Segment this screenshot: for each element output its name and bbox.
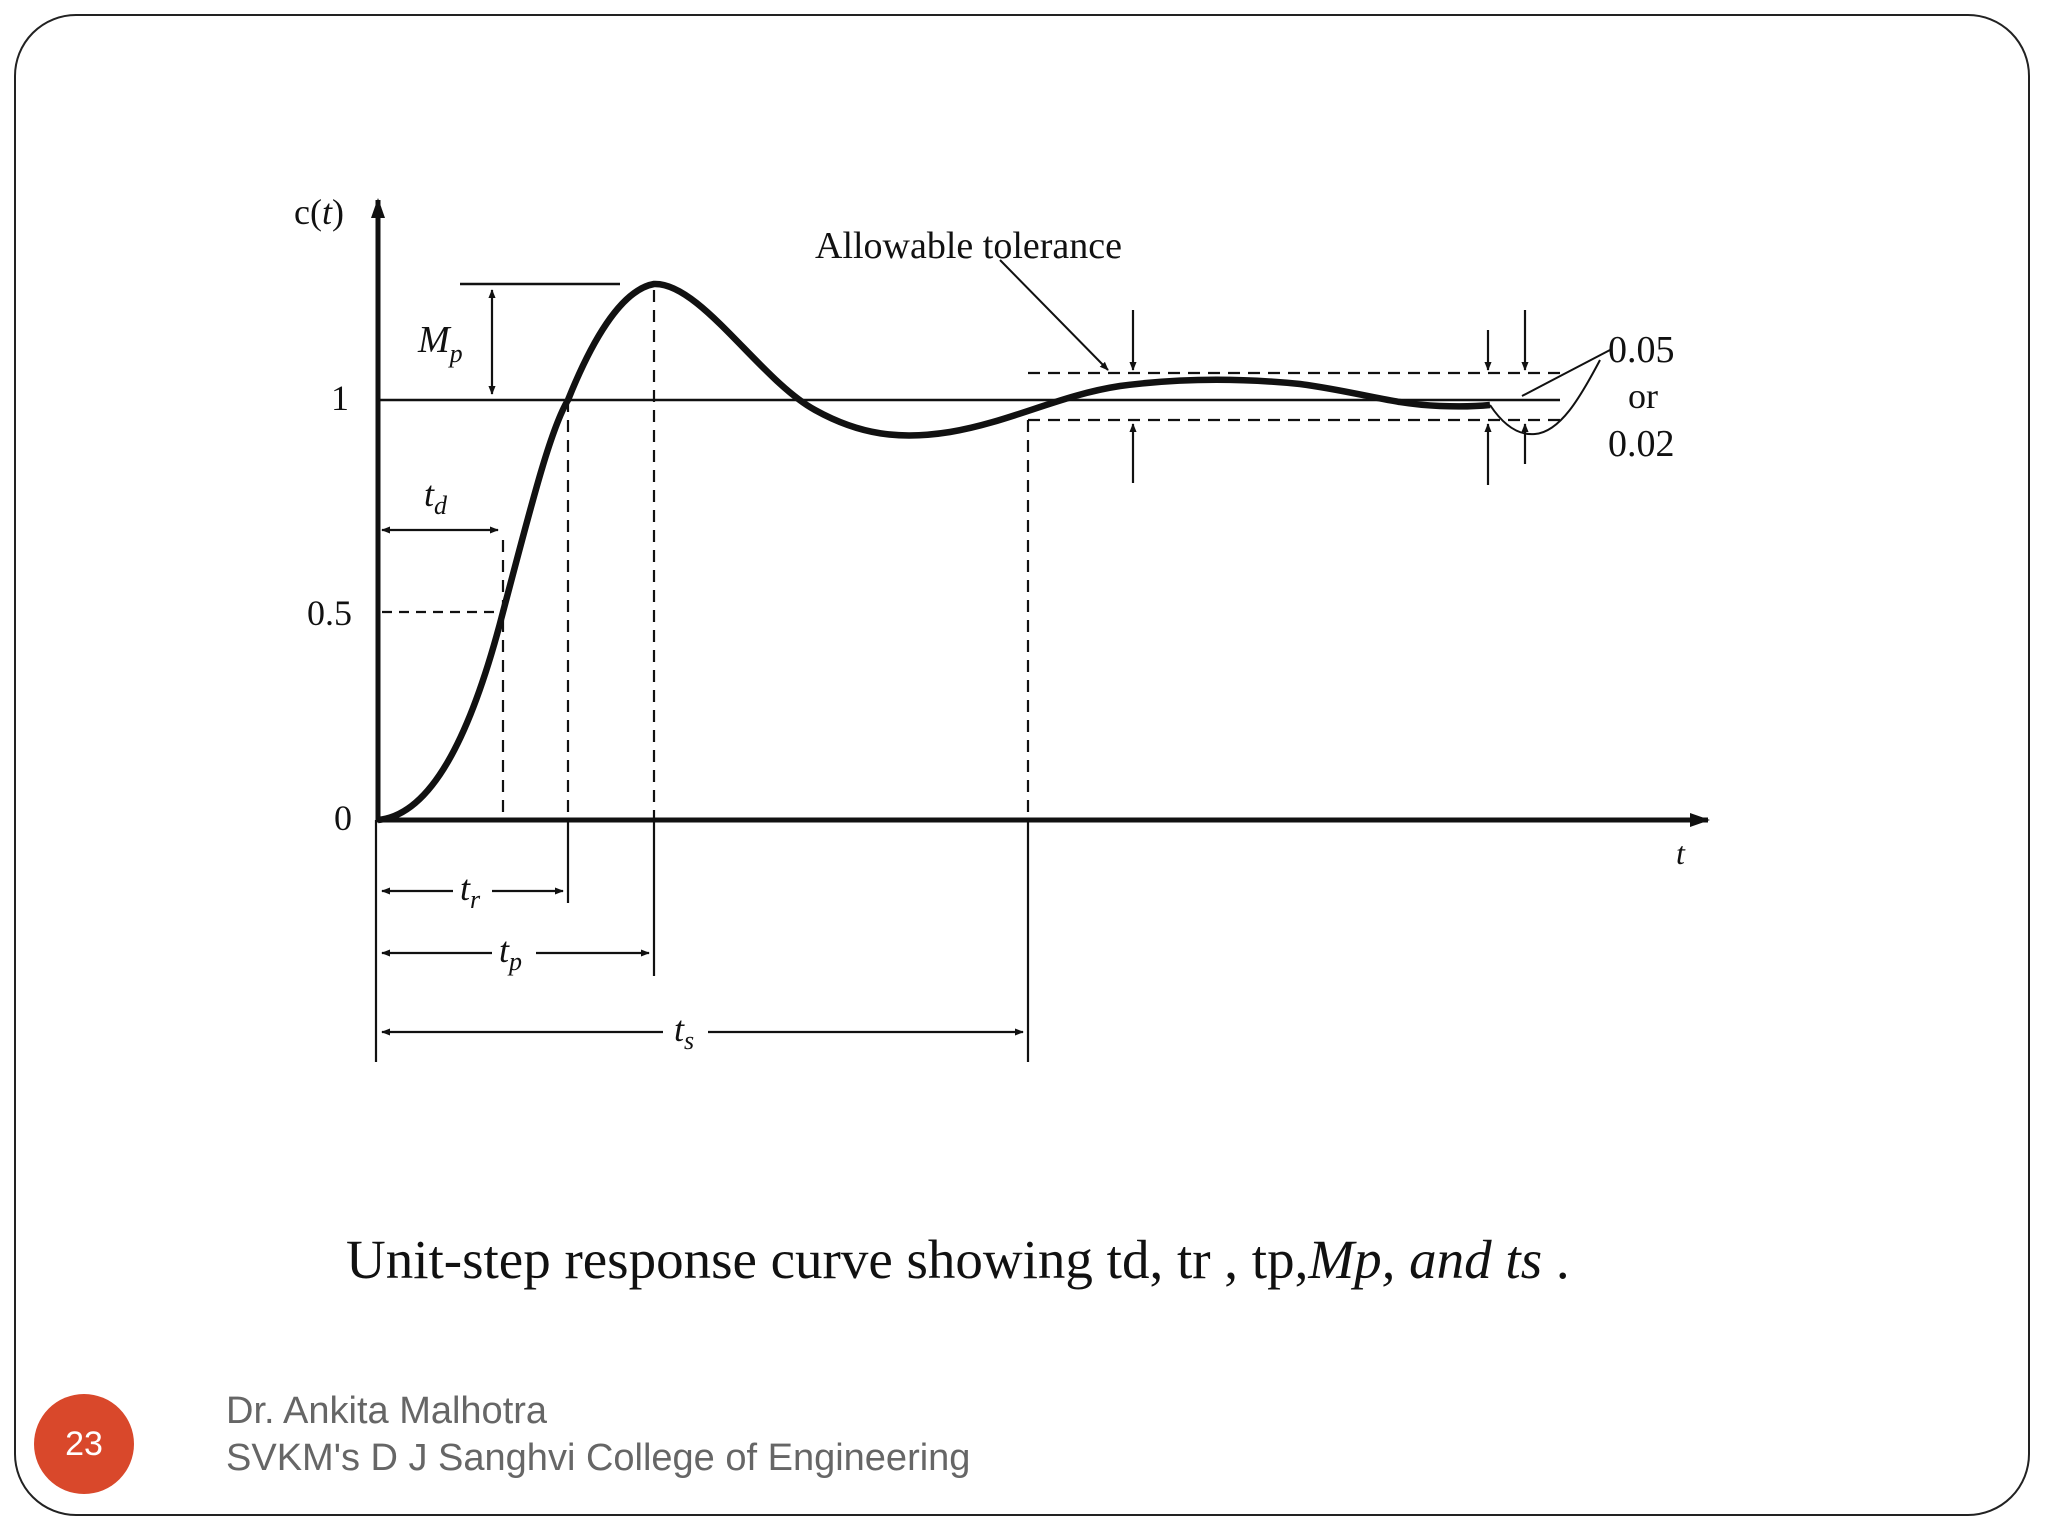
td-label: td bbox=[424, 474, 448, 520]
footer-author: Dr. Ankita Malhotra bbox=[226, 1390, 548, 1432]
footer-college: SVKM's D J Sanghvi College of Engineerin… bbox=[226, 1437, 971, 1479]
response-curve bbox=[377, 280, 1491, 824]
y-tick-half: 0.5 bbox=[307, 593, 352, 633]
tolerance-or: or bbox=[1628, 376, 1658, 416]
mp-label: Mp bbox=[417, 319, 463, 368]
figure-caption: Unit-step response curve showing td, tr … bbox=[346, 1228, 1570, 1291]
slide-frame bbox=[14, 14, 2030, 1516]
slide-number: 23 bbox=[65, 1424, 103, 1463]
ts-label: ts bbox=[674, 1009, 694, 1055]
tr-label: tr bbox=[460, 868, 481, 914]
allowable-tolerance-label: Allowable tolerance bbox=[815, 225, 1122, 267]
caption-italic: Mp, and ts bbox=[1308, 1229, 1543, 1290]
y-axis-label: c(t) bbox=[294, 192, 344, 232]
tp-label: tp bbox=[499, 930, 522, 976]
caption-plain: Unit-step response curve showing td, tr … bbox=[346, 1229, 1309, 1290]
response-curve-tail bbox=[1489, 359, 1601, 436]
y-tick-1: 1 bbox=[331, 378, 349, 418]
tol-value-leader bbox=[1521, 349, 1611, 397]
y-tick-0: 0 bbox=[334, 798, 352, 838]
tolerance-leader bbox=[999, 259, 1109, 371]
tolerance-value-low: 0.02 bbox=[1608, 423, 1675, 465]
caption-end: . bbox=[1542, 1229, 1570, 1290]
x-axis-label: t bbox=[1676, 835, 1686, 871]
slide-number-badge: 23 bbox=[34, 1394, 134, 1494]
tolerance-value-high: 0.05 bbox=[1608, 329, 1675, 371]
